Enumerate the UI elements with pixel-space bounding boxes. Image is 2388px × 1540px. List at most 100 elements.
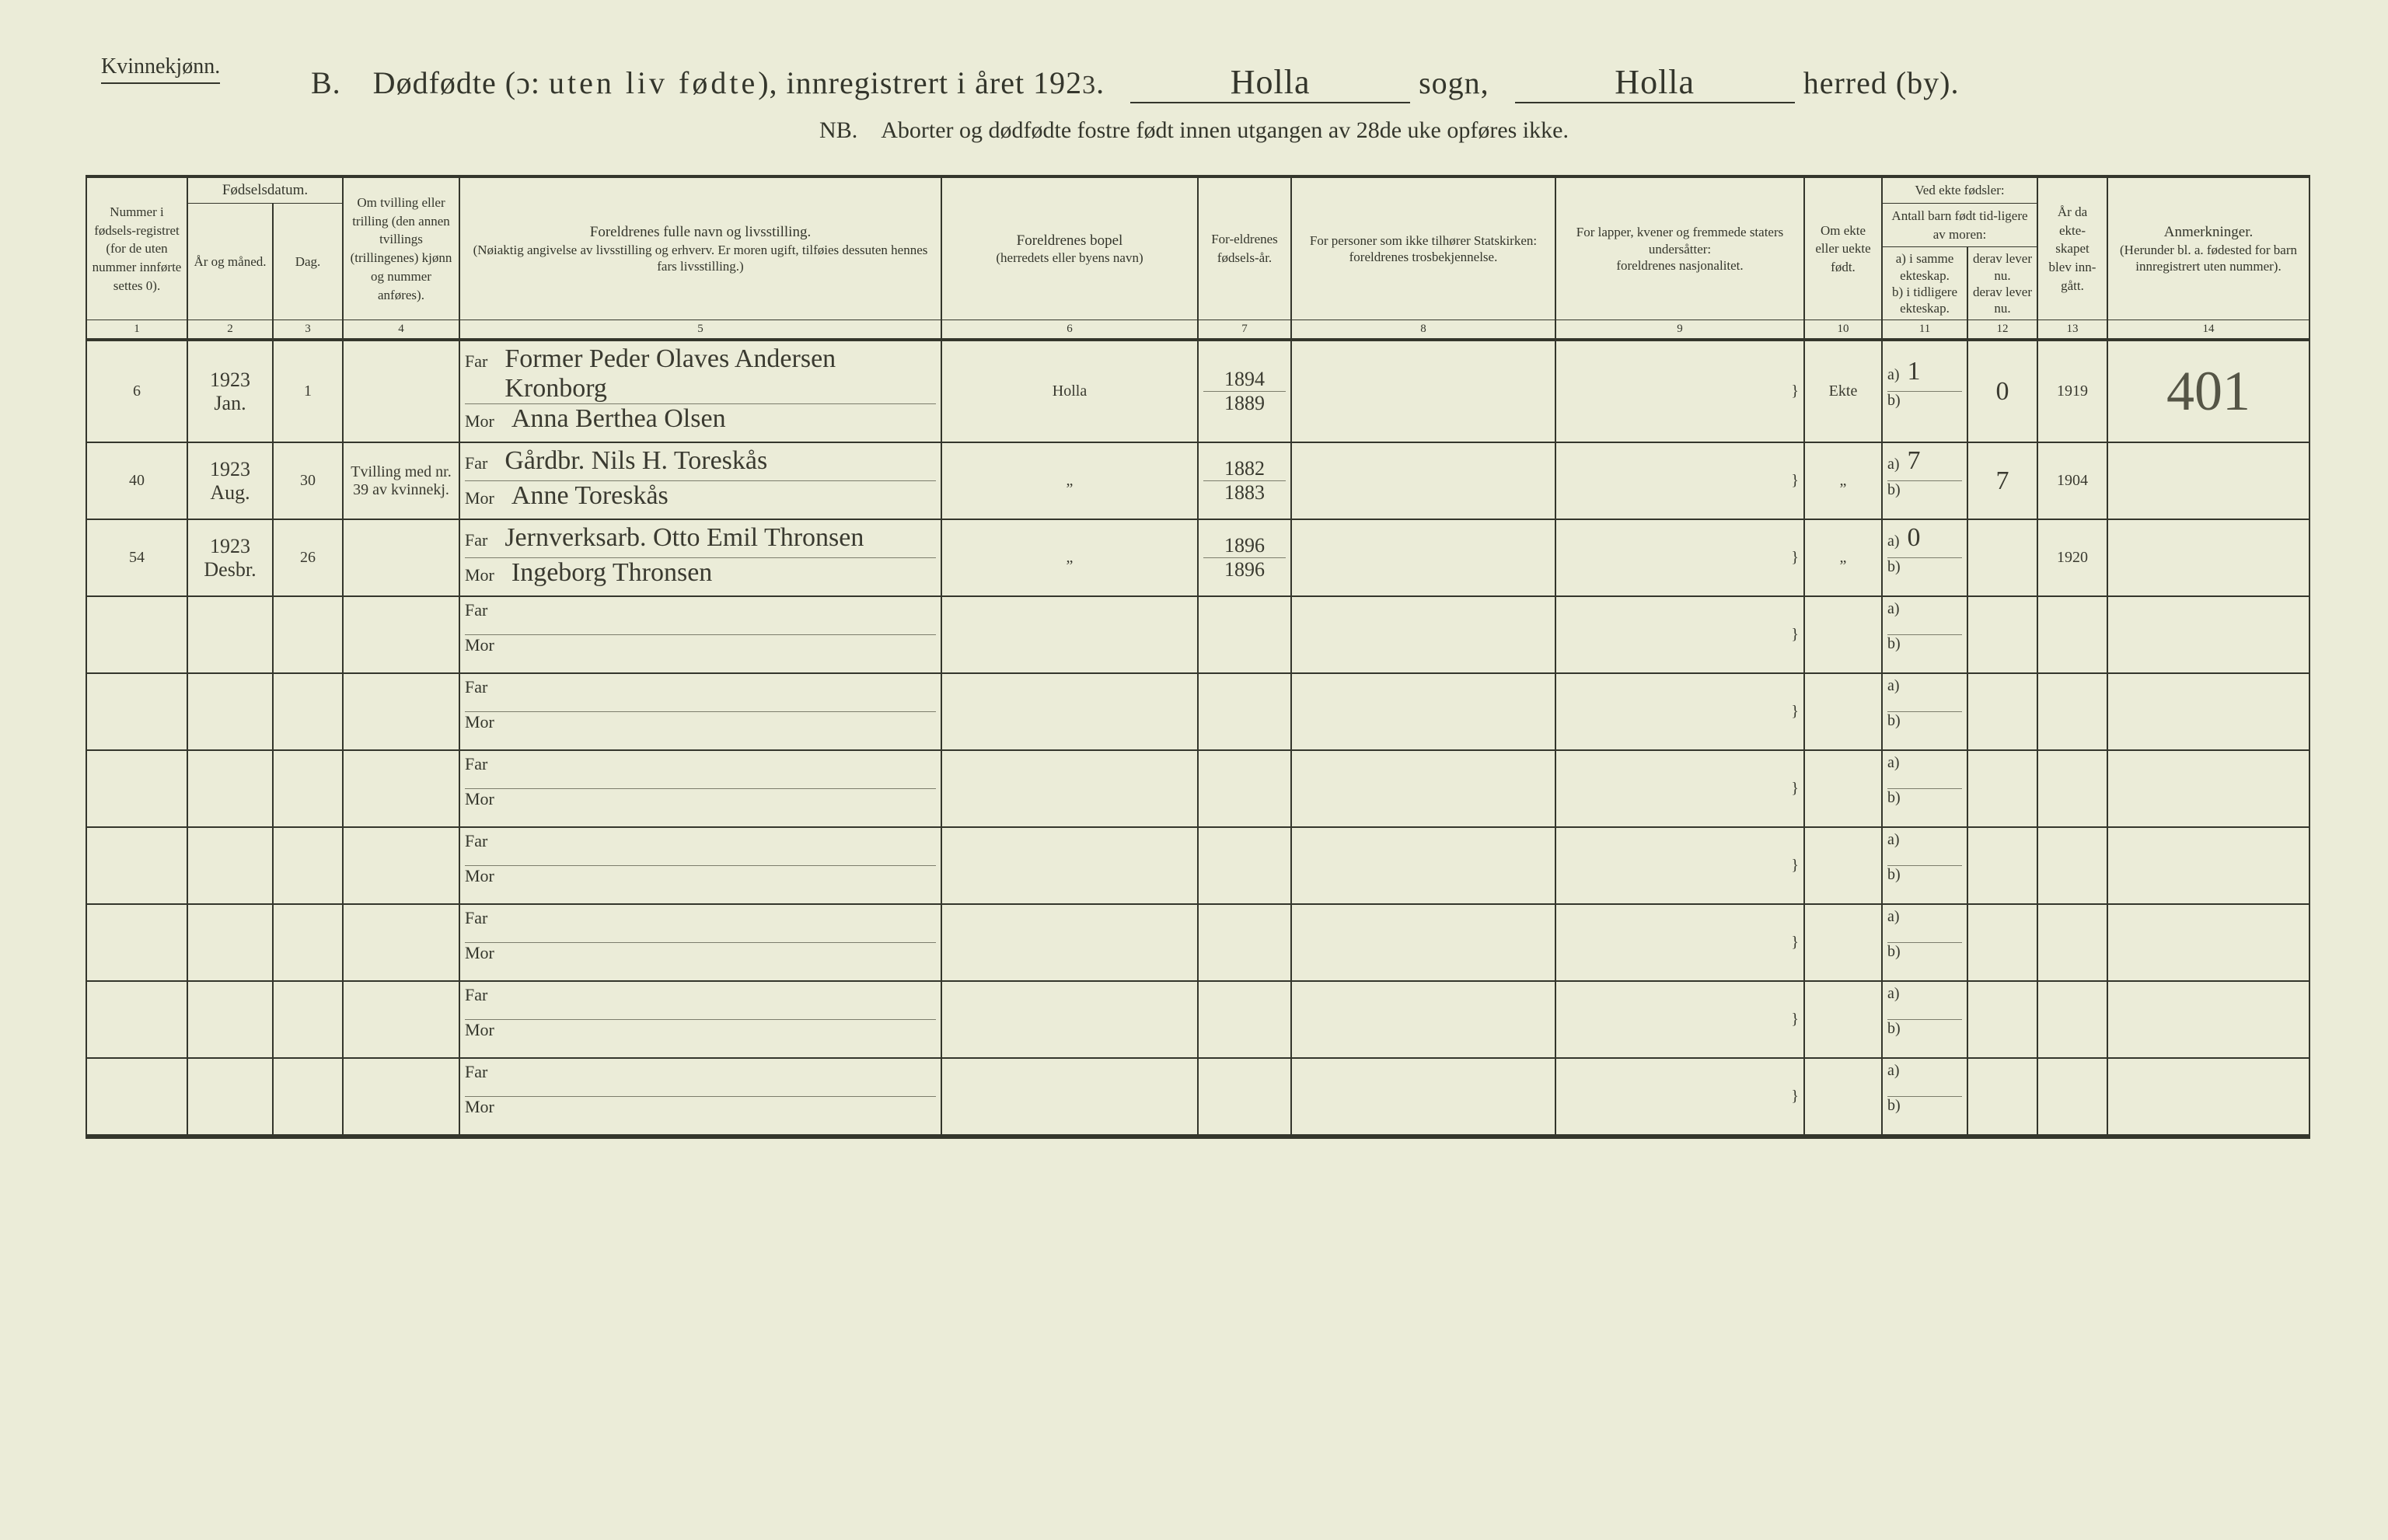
table-row: 6 1923 Jan. 1 Far Former Peder Olaves And… xyxy=(86,340,2309,442)
cell-note: 401 xyxy=(2107,340,2309,442)
cell-11: a)7 b) xyxy=(1882,442,1967,519)
table-header: Nummer i fødsels-registret (for de uten … xyxy=(86,176,2309,340)
mor-name: Ingeborg Thronsen xyxy=(511,558,712,588)
table-row: 40 1923 Aug. 30 Tvilling med nr. 39 av k… xyxy=(86,442,2309,519)
cell-11: a)0 b) xyxy=(1882,519,1967,596)
cell-religion xyxy=(1291,442,1555,519)
cell-parent-years: 1882 1883 xyxy=(1198,442,1291,519)
cell-bopel: „ xyxy=(941,442,1198,519)
sogn-label: sogn, xyxy=(1419,65,1489,100)
form-title: B. Dødfødte (ɔ: uten liv fødte), innregi… xyxy=(86,62,2302,103)
table-row: Far Mor } a) b) xyxy=(86,1058,2309,1137)
col-2-3-group: Fødselsdatum. xyxy=(187,176,343,203)
mor-name: Anne Toreskås xyxy=(511,481,669,511)
cell-religion xyxy=(1291,340,1555,442)
col-14-header: Anmerkninger. (Herunder bl. a. fødested … xyxy=(2107,176,2309,320)
table-row: Far Mor } a) b) xyxy=(86,827,2309,904)
cell-bopel: „ xyxy=(941,519,1198,596)
mor-label: Mor xyxy=(465,411,502,431)
cell-num: 40 xyxy=(86,442,187,519)
col-10-header: Om ekte eller uekte født. xyxy=(1804,176,1882,320)
herred-value: Holla xyxy=(1515,62,1795,103)
cell-parents: Far Mor xyxy=(459,1058,941,1137)
cell-parents: Far Mor xyxy=(459,904,941,981)
cell-note xyxy=(2107,442,2309,519)
far-name: Jernverksarb. Otto Emil Thronsen xyxy=(504,523,864,553)
far-name: Former Peder Olaves Andersen Kronborg xyxy=(504,344,936,403)
gender-label: Kvinnekjønn. xyxy=(101,54,220,84)
cell-12: 0 xyxy=(1967,340,2037,442)
cell-twin xyxy=(343,340,459,442)
far-label: Far xyxy=(465,453,495,473)
column-numbers-row: 12 34 56 78 910 1112 1314 xyxy=(86,320,2309,340)
cell-num: 6 xyxy=(86,340,187,442)
cell-year-month: 1923 Jan. xyxy=(187,340,273,442)
cell-year-month: 1923 Desbr. xyxy=(187,519,273,596)
col-11-12-top: Ved ekte fødsler: xyxy=(1882,176,2037,203)
ledger-table: Nummer i fødsels-registret (for de uten … xyxy=(86,175,2310,1139)
cell-ekte: „ xyxy=(1804,519,1882,596)
form-subtitle: NB. Aborter og dødfødte fostre født inne… xyxy=(86,117,2302,144)
col-9-header: For lapper, kvener og fremmede staters u… xyxy=(1555,176,1804,320)
col-13-header: År da ekte-skapet blev inn-gått. xyxy=(2037,176,2107,320)
title-mid: ), innregistrert i året 192 xyxy=(758,65,1082,100)
col-12-sub: derav lever nu. derav lever nu. xyxy=(1967,247,2037,320)
col-7-header: For-eldrenes fødsels-år. xyxy=(1198,176,1291,320)
col-6-header: Foreldrenes bopel (herredets eller byens… xyxy=(941,176,1198,320)
table-row: Far Mor } a) b) xyxy=(86,904,2309,981)
cell-note xyxy=(2107,519,2309,596)
col-2-header: År og måned. xyxy=(187,203,273,320)
cell-parents: Far Mor xyxy=(459,673,941,750)
table-row: Far Mor } a) b) xyxy=(86,981,2309,1058)
cell-ekte: „ xyxy=(1804,442,1882,519)
cell-parents: Far Former Peder Olaves Andersen Kronborg… xyxy=(459,340,941,442)
title-year-digit: 3 xyxy=(1082,71,1096,100)
cell-nationality: } xyxy=(1555,519,1804,596)
col-3-header: Dag. xyxy=(273,203,343,320)
table-row: 54 1923 Desbr. 26 Far Jernverksarb. Otto … xyxy=(86,519,2309,596)
col-11-mid: Antall barn født tid-ligere av moren: xyxy=(1882,203,2037,247)
cell-day: 26 xyxy=(273,519,343,596)
cell-12: 7 xyxy=(1967,442,2037,519)
cell-11: a)1 b) xyxy=(1882,340,1967,442)
table-row: Far Mor } a) b) xyxy=(86,596,2309,673)
cell-bopel: Holla xyxy=(941,340,1198,442)
cell-parent-years: 1896 1896 xyxy=(1198,519,1291,596)
table-row: Far Mor } a) b) xyxy=(86,750,2309,827)
col-4-header: Om tvilling eller trilling (den annen tv… xyxy=(343,176,459,320)
cell-parents: Far Jernverksarb. Otto Emil Thronsen Mor I… xyxy=(459,519,941,596)
cell-twin xyxy=(343,519,459,596)
cell-parents: Far Mor xyxy=(459,750,941,827)
cell-day: 1 xyxy=(273,340,343,442)
col-1-header: Nummer i fødsels-registret (for de uten … xyxy=(86,176,187,320)
cell-nationality: } xyxy=(1555,340,1804,442)
cell-ekte: Ekte xyxy=(1804,340,1882,442)
col-8-header: For personer som ikke tilhører Statskirk… xyxy=(1291,176,1555,320)
herred-label: herred (by). xyxy=(1803,65,1960,100)
title-spaced: uten liv fødte xyxy=(549,65,758,100)
mor-name: Anna Berthea Olsen xyxy=(511,404,726,434)
cell-12 xyxy=(1967,519,2037,596)
cell-marr-year: 1920 xyxy=(2037,519,2107,596)
far-label: Far xyxy=(465,351,495,372)
cell-num: 54 xyxy=(86,519,187,596)
table-body: 6 1923 Jan. 1 Far Former Peder Olaves And… xyxy=(86,340,2309,1137)
far-name: Gårdbr. Nils H. Toreskås xyxy=(504,446,767,476)
cell-marr-year: 1904 xyxy=(2037,442,2107,519)
sogn-value: Holla xyxy=(1130,62,1410,103)
cell-marr-year: 1919 xyxy=(2037,340,2107,442)
cell-parents: Far Mor xyxy=(459,596,941,673)
cell-nationality: } xyxy=(1555,442,1804,519)
mor-label: Mor xyxy=(465,565,502,585)
mor-label: Mor xyxy=(465,488,502,508)
cell-parents: Far Mor xyxy=(459,981,941,1058)
cell-year-month: 1923 Aug. xyxy=(187,442,273,519)
cell-parents: Far Gårdbr. Nils H. Toreskås Mor Anne Tore… xyxy=(459,442,941,519)
title-prefix: B. Dødfødte (ɔ: xyxy=(311,65,540,100)
cell-twin: Tvilling med nr. 39 av kvinnekj. xyxy=(343,442,459,519)
cell-day: 30 xyxy=(273,442,343,519)
col-5-header: Foreldrenes fulle navn og livsstilling. … xyxy=(459,176,941,320)
cell-parent-years: 1894 1889 xyxy=(1198,340,1291,442)
col-11-sub: a) i samme ekteskap. b) i tidligere ekte… xyxy=(1882,247,1967,320)
far-label: Far xyxy=(465,530,495,550)
